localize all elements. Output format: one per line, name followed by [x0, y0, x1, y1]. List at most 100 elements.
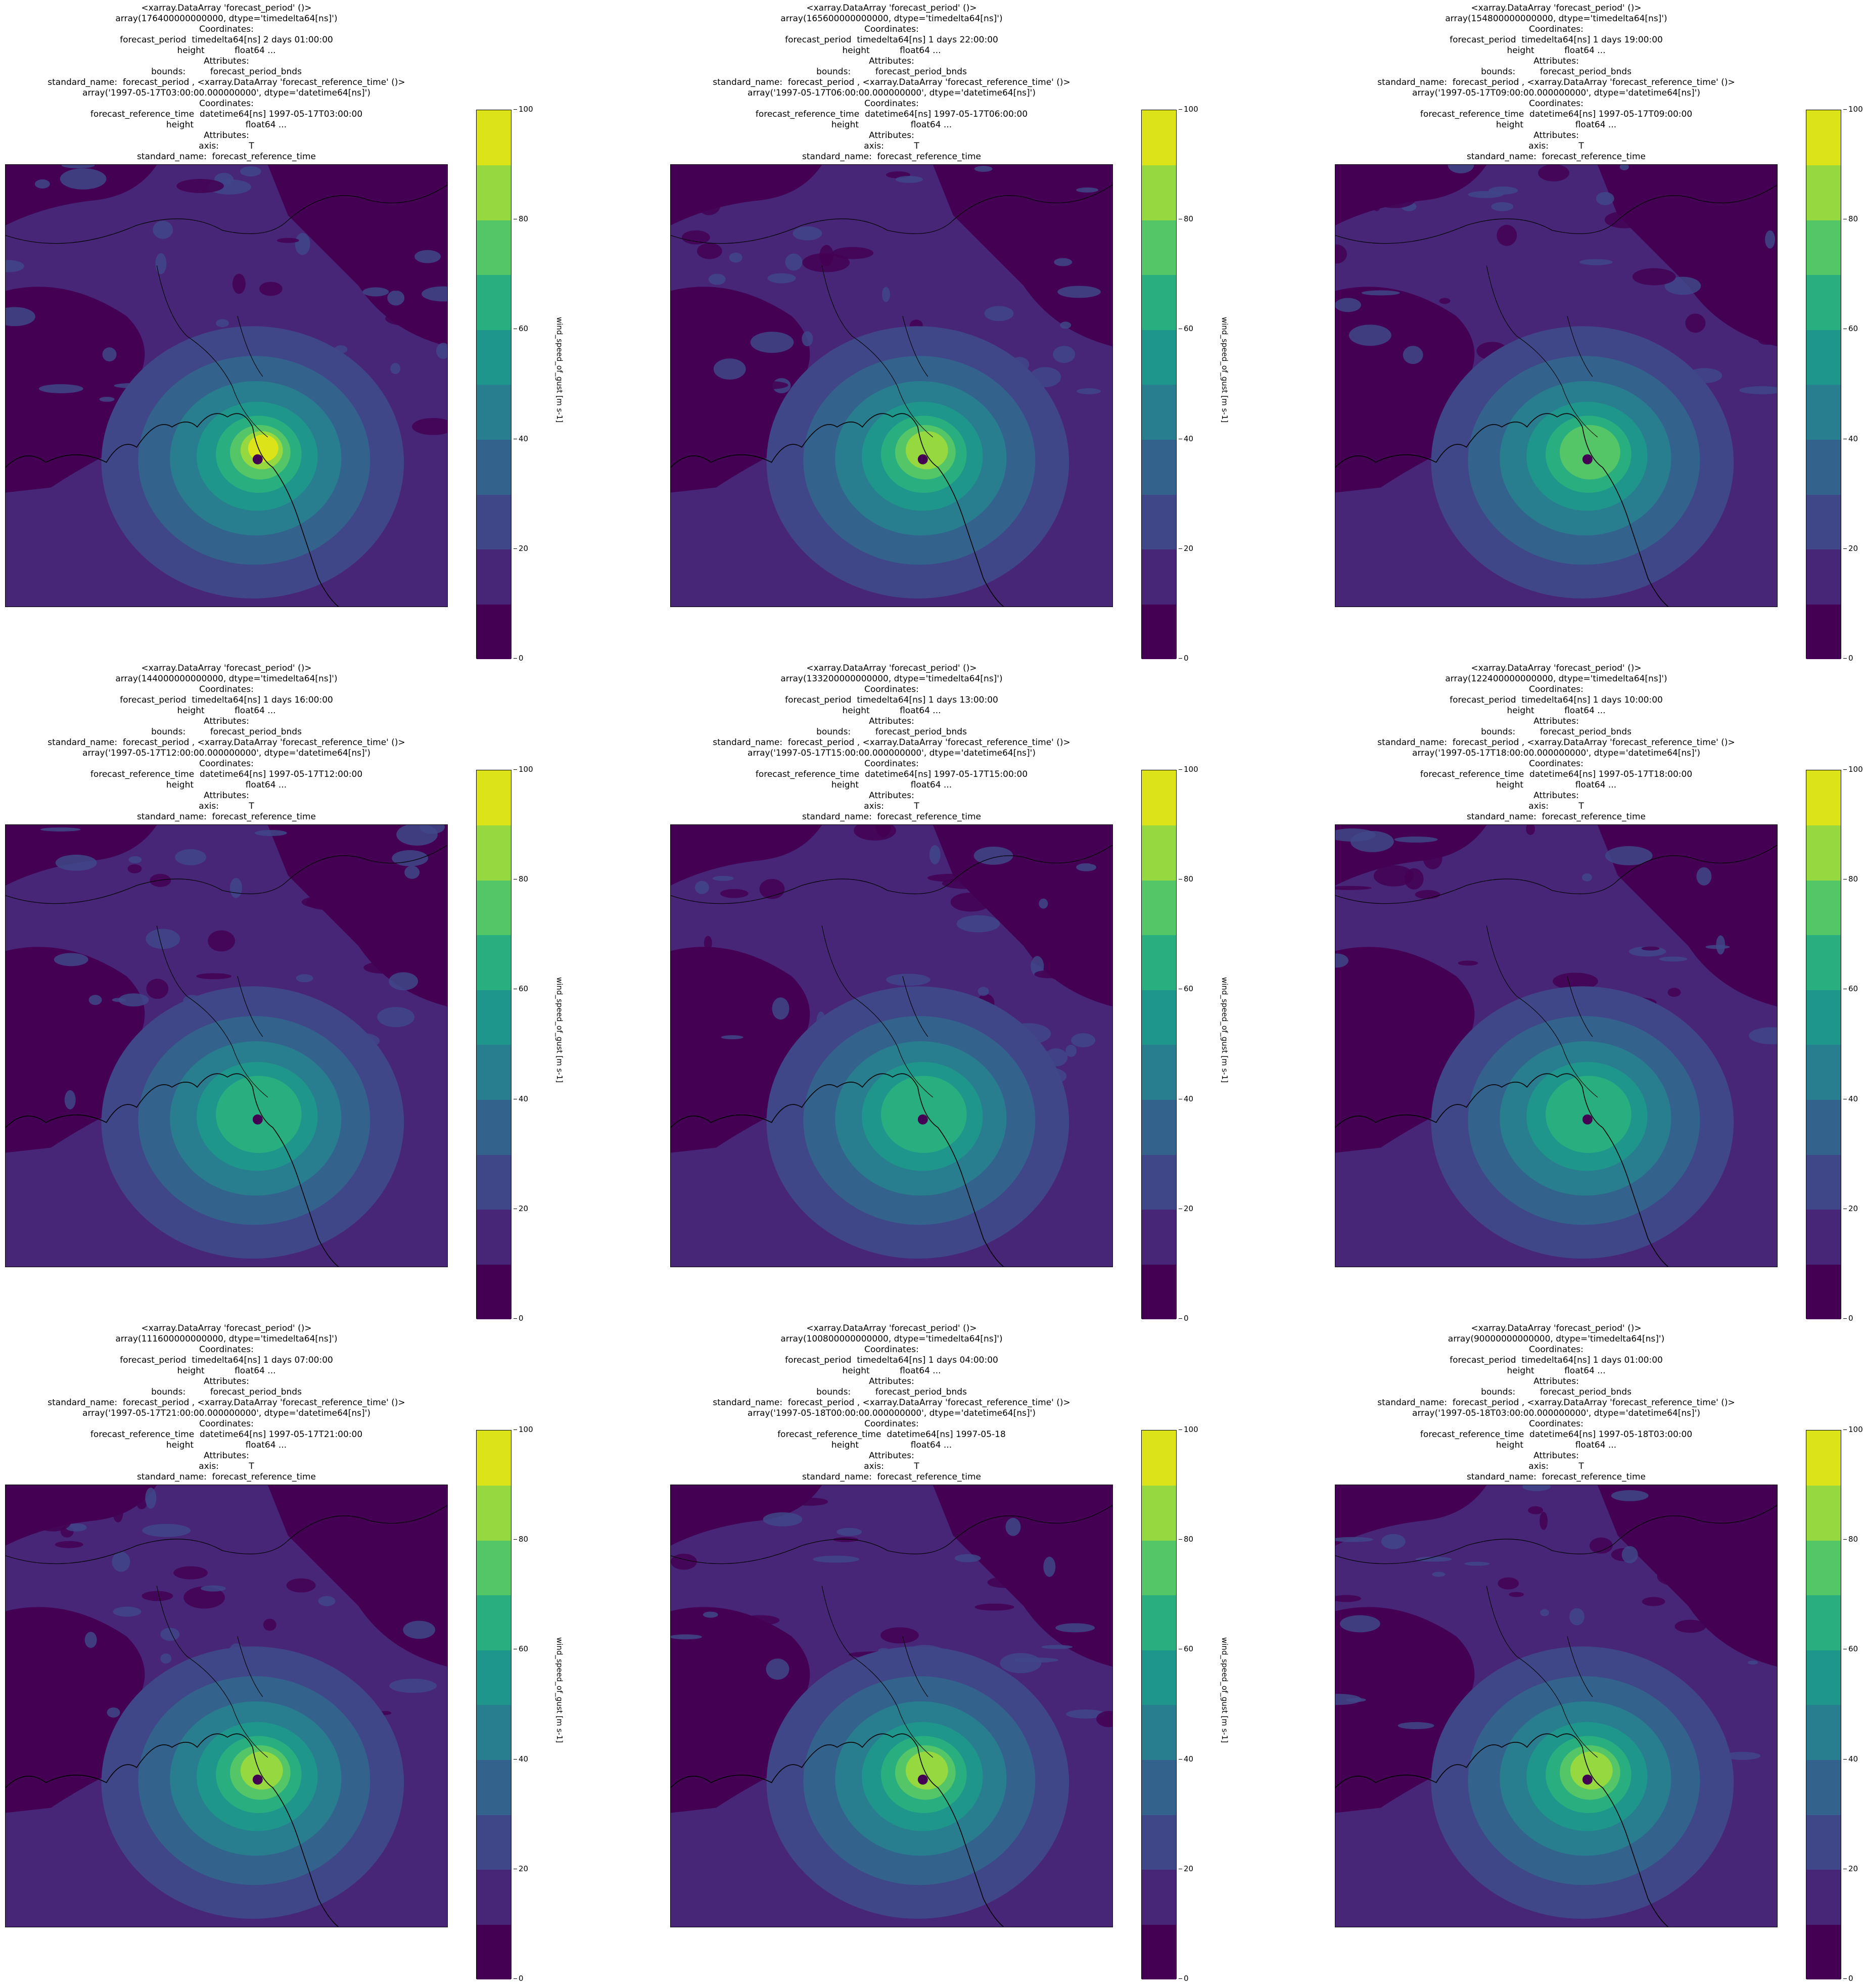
texture-blob [1034, 970, 1064, 979]
colorbar-label: wind_speed_of_gust [m s-1] [555, 317, 564, 423]
colorbar-level [477, 1540, 511, 1596]
map-canvas [6, 1485, 447, 1927]
title-line: Coordinates: [864, 1345, 919, 1355]
texture-blob [987, 1577, 1022, 1588]
texture-blob [6, 260, 24, 272]
title-line: array(144000000000000, dtype='timedelta6… [115, 674, 338, 684]
texture-blob [736, 1722, 760, 1739]
title-line: Attributes: [204, 791, 249, 801]
texture-blob [142, 1523, 191, 1537]
colorbar-tick: 20 [1178, 543, 1194, 553]
texture-blob [1674, 1620, 1706, 1633]
colorbar-level [477, 1595, 511, 1650]
title-line: standard_name: forecast_reference_time [1467, 152, 1646, 162]
border-line [1486, 265, 1598, 438]
texture-blob [1360, 1759, 1369, 1769]
texture-blob [1082, 844, 1110, 865]
wind-gust-map [5, 824, 448, 1267]
texture-blob [766, 1658, 789, 1680]
title-line: Coordinates: [864, 684, 919, 695]
colorbar-level [1142, 110, 1176, 166]
texture-blob [1055, 1623, 1095, 1633]
colorbar-level [1806, 770, 1841, 826]
colorbar-level [477, 110, 511, 166]
colorbar-level [477, 330, 511, 385]
title-line: Attributes: [1533, 130, 1579, 141]
title-line: Attributes: [869, 791, 914, 801]
texture-blob [1659, 956, 1688, 962]
colorbar-tick: 40 [1843, 1754, 1858, 1764]
texture-blob [1716, 935, 1726, 955]
panel-title: <xarray.DataArray 'forecast_period' ()> a… [659, 3, 1124, 162]
title-line: Coordinates: [1529, 1419, 1583, 1429]
texture-blob [984, 306, 1014, 321]
title-line: height float64 ... [831, 780, 952, 790]
texture-blob [38, 384, 83, 393]
texture-blob [1528, 1506, 1544, 1514]
title-line: height float64 ... [1496, 120, 1617, 130]
texture-blob [708, 273, 726, 285]
title-line: height float64 ... [1496, 1440, 1617, 1450]
colorbar-level [1806, 825, 1841, 881]
colorbar-tick: 40 [1843, 1094, 1858, 1103]
texture-blob [1060, 321, 1072, 329]
border-line [671, 184, 1112, 244]
title-line: forecast_reference_time datetime64[ns] 1… [777, 1429, 1006, 1440]
texture-blob [729, 252, 742, 263]
texture-blob [929, 845, 941, 864]
texture-blob [1335, 1537, 1373, 1542]
texture-blob [1589, 1537, 1613, 1554]
title-line: bounds: forecast_period_bnds [816, 1387, 967, 1397]
texture-blob [40, 827, 81, 831]
texture-blob [113, 1606, 142, 1617]
texture-blob [1408, 1035, 1444, 1048]
colorbar-tick: 20 [513, 1864, 529, 1873]
colorbar-tick: 0 [1843, 1314, 1853, 1323]
colorbar-level [477, 494, 511, 550]
texture-blob [390, 363, 401, 375]
texture-blob [1369, 1648, 1411, 1659]
colorbar-level [1806, 1540, 1841, 1596]
texture-blob [1686, 853, 1706, 859]
cyclone-eye [1582, 1114, 1593, 1125]
title-line: array(111600000000000, dtype='timedelta6… [115, 1334, 338, 1344]
texture-blob [1373, 189, 1416, 208]
texture-blob [118, 993, 149, 1007]
texture-blob [1345, 1698, 1366, 1702]
colorbar-level [1142, 604, 1176, 660]
cyclone-eye [252, 1774, 263, 1785]
colorbar-tick: 80 [513, 1535, 529, 1544]
texture-blob [880, 1627, 919, 1644]
title-line: <xarray.DataArray 'forecast_period' ()> [806, 3, 977, 13]
texture-blob [1464, 1561, 1490, 1566]
texture-blob [1733, 242, 1777, 259]
colorbar-tick: 40 [1178, 1094, 1194, 1103]
texture-blob [671, 829, 707, 838]
title-line: <xarray.DataArray 'forecast_period' ()> [141, 663, 312, 673]
title-line: <xarray.DataArray 'forecast_period' ()> [1471, 3, 1642, 13]
cyclone-contour [881, 1076, 967, 1153]
colorbar [476, 110, 511, 660]
texture-blob [345, 1498, 383, 1504]
texture-blob [974, 1603, 1014, 1611]
texture-blob [767, 273, 796, 284]
texture-blob [1415, 1556, 1452, 1562]
title-line: height float64 ... [1507, 706, 1606, 716]
texture-blob [1005, 1517, 1021, 1536]
texture-blob [301, 895, 350, 909]
texture-blob [895, 175, 923, 183]
texture-blob [1396, 1693, 1410, 1702]
title-line: Attributes: [869, 1451, 914, 1461]
texture-blob [942, 877, 990, 889]
texture-blob [76, 1053, 97, 1071]
texture-blob [1497, 224, 1517, 246]
title-line: forecast_period timedelta64[ns] 1 days 1… [120, 695, 333, 705]
texture-blob [832, 247, 874, 259]
texture-blob [750, 332, 794, 353]
texture-blob [1066, 1709, 1106, 1719]
panel-title: <xarray.DataArray 'forecast_period' ()> a… [1324, 1323, 1789, 1483]
colorbar-tick: 100 [514, 105, 533, 114]
texture-blob [712, 875, 734, 881]
texture-blob [697, 194, 721, 215]
texture-blob [802, 253, 850, 272]
